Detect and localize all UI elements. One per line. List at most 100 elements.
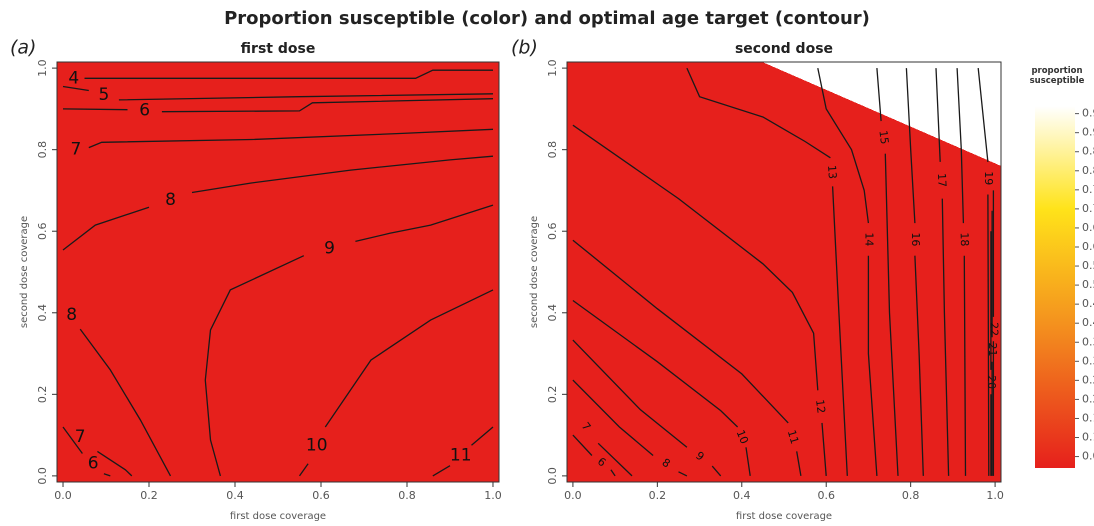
y-tick-label: 0.0	[546, 467, 559, 485]
contour-line	[572, 379, 688, 477]
colorbar-tick-label: 0.45	[1082, 297, 1094, 310]
colorbar-tick-label: 0.35	[1082, 335, 1094, 348]
contour-label: 22	[987, 322, 1000, 336]
y-tick-label: 0.2	[36, 386, 49, 404]
contour-line	[905, 68, 924, 476]
colorbar-tick-label: 0.75	[1082, 183, 1094, 196]
x-tick-label: 0.4	[733, 489, 751, 502]
contour-label: 15	[876, 130, 891, 146]
contour-label: 13	[825, 165, 839, 180]
colorbar-tick-label: 0.90	[1082, 126, 1094, 139]
contour-label: 11	[785, 428, 801, 445]
heatmap	[567, 62, 1001, 482]
x-axis-label: first dose coverage	[736, 511, 832, 522]
heatmap	[57, 62, 499, 482]
contour-line	[956, 68, 967, 476]
contour-label: 9	[324, 239, 335, 259]
x-tick-label: 0.2	[649, 489, 667, 502]
contour-line	[62, 155, 494, 251]
contour-label: 21	[986, 342, 999, 356]
y-tick-label: 1.0	[546, 59, 559, 77]
colorbar-tick-label: 0.95	[1082, 107, 1094, 120]
contour-label: 6	[139, 101, 150, 121]
y-tick-label: 0.4	[546, 304, 559, 322]
contour-label: 12	[813, 399, 828, 415]
contour-label: 16	[909, 232, 922, 246]
contour-line	[84, 69, 493, 79]
contour-line	[62, 98, 494, 113]
contour-line	[298, 289, 494, 477]
colorbar-tick-label: 0.80	[1082, 164, 1094, 177]
x-tick-label: 0.4	[226, 489, 244, 502]
contour-label: 18	[958, 232, 971, 246]
contour-line	[817, 67, 878, 476]
x-tick-label: 0.0	[54, 489, 72, 502]
contour-line	[572, 124, 827, 476]
contour-line	[935, 68, 950, 476]
contour-line	[572, 239, 802, 477]
colorbar-tick-label: 0.15	[1082, 411, 1094, 424]
y-axis-label: second dose coverage	[19, 216, 30, 328]
y-tick-label: 0.6	[36, 222, 49, 240]
colorbar-tick-label: 0.65	[1082, 221, 1094, 234]
x-tick-label: 1.0	[986, 489, 1004, 502]
contour-line	[79, 328, 172, 477]
colorbar-tick-label: 0.05	[1082, 450, 1094, 463]
colorbar-tick-label: 0.10	[1082, 431, 1094, 444]
x-tick-label: 0.8	[902, 489, 920, 502]
panel-label: (b)	[511, 37, 538, 59]
colorbar-tick-label: 0.70	[1082, 202, 1094, 215]
contour-line	[62, 85, 494, 101]
colorbar-tick-label: 0.55	[1082, 259, 1094, 272]
contour-label: 5	[98, 85, 109, 105]
contour-line	[597, 442, 633, 477]
panel-title: first dose	[241, 41, 316, 57]
contour-label: 10	[306, 435, 328, 455]
contour-line	[572, 299, 751, 476]
contour-line	[686, 67, 848, 476]
contour-line	[62, 426, 111, 477]
contour-label: 7	[75, 427, 86, 447]
panel-label: (a)	[10, 37, 36, 59]
y-tick-label: 1.0	[36, 59, 49, 77]
y-tick-label: 0.6	[546, 222, 559, 240]
contour-label: 4	[68, 68, 79, 88]
contour-line	[572, 434, 616, 477]
colorbar-tick-label: 0.25	[1082, 373, 1094, 386]
contour-line	[204, 204, 494, 477]
contour-label: 17	[935, 173, 949, 188]
contour-line	[88, 128, 494, 149]
colorbar-tick-label: 0.60	[1082, 240, 1094, 253]
x-tick-label: 0.8	[398, 489, 416, 502]
y-tick-label: 0.4	[36, 304, 49, 322]
contour-line	[572, 339, 722, 477]
x-tick-label: 1.0	[484, 489, 502, 502]
contour-label: 8	[165, 190, 176, 210]
contour-label: 11	[450, 445, 472, 465]
contour-label: 19	[982, 171, 995, 185]
y-tick-label: 0.8	[546, 141, 559, 159]
contour-label: 10	[734, 428, 751, 446]
colorbar-tick-label: 0.40	[1082, 316, 1094, 329]
figure-title: Proportion susceptible (color) and optim…	[224, 8, 870, 29]
plot-frame	[566, 61, 1002, 483]
y-tick-label: 0.2	[546, 386, 559, 404]
x-axis-label: first dose coverage	[230, 511, 326, 522]
x-tick-label: 0.0	[564, 489, 582, 502]
colorbar-tick-label: 0.85	[1082, 145, 1094, 158]
panel-title: second dose	[735, 41, 833, 57]
colorbar-tick-label: 0.50	[1082, 278, 1094, 291]
x-tick-label: 0.2	[140, 489, 158, 502]
y-axis-label: second dose coverage	[529, 216, 540, 328]
y-tick-label: 0.8	[36, 141, 49, 159]
colorbar-title: proportion susceptible	[1029, 66, 1085, 86]
y-tick-label: 0.0	[36, 467, 49, 485]
colorbar-tick-label: 0.30	[1082, 354, 1094, 367]
contour-label: 14	[862, 232, 875, 246]
contour-label: 8	[66, 305, 77, 325]
contour-line	[432, 426, 494, 477]
x-tick-label: 0.6	[817, 489, 835, 502]
contour-line	[977, 68, 990, 476]
